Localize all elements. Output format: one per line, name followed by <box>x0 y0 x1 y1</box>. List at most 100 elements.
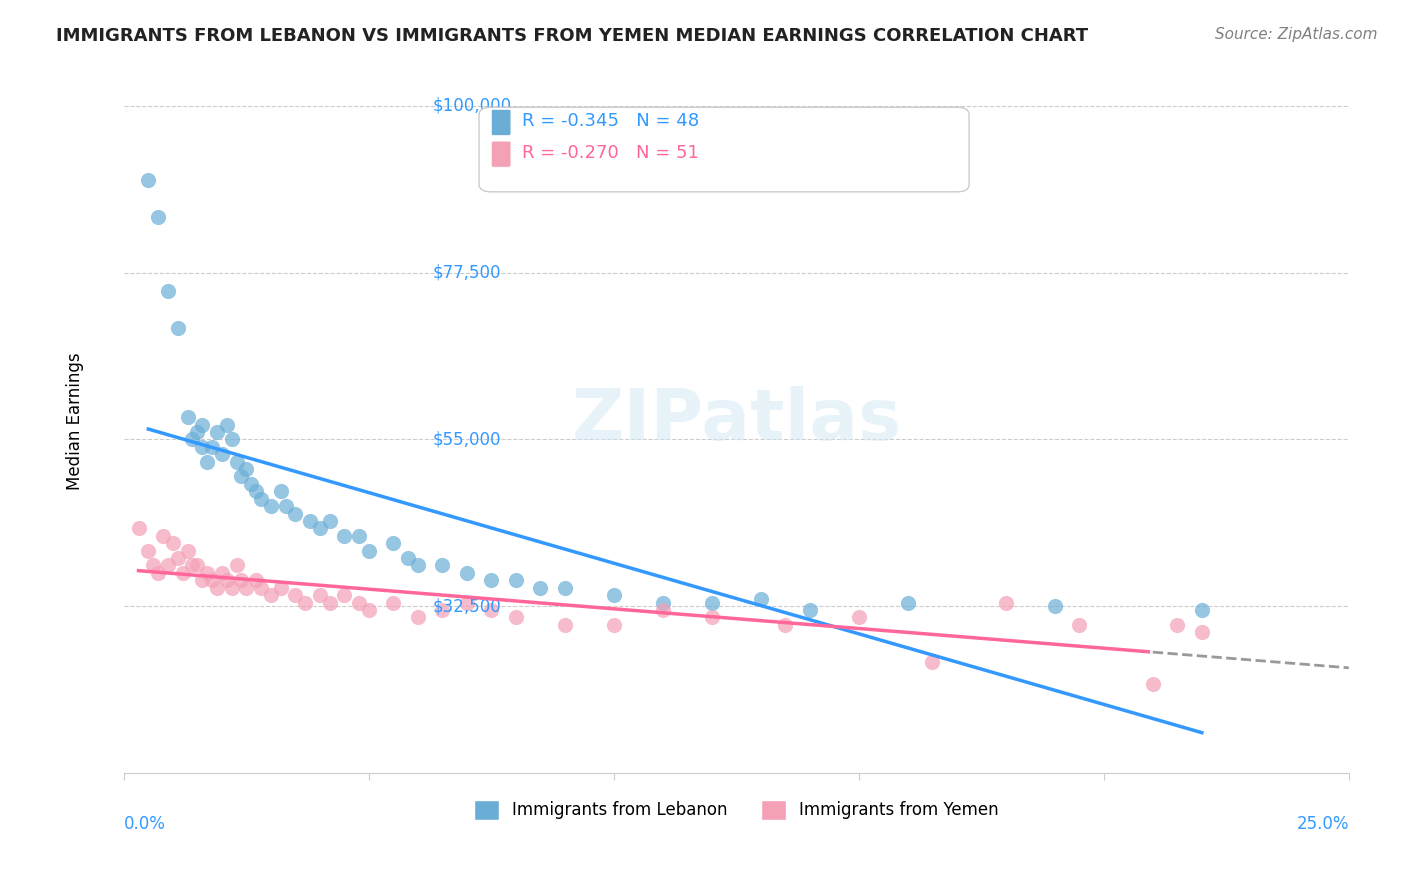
Text: 25.0%: 25.0% <box>1296 815 1348 833</box>
Point <box>651 603 673 617</box>
Point <box>260 499 283 513</box>
Point <box>128 521 150 535</box>
Point <box>215 417 238 432</box>
Point <box>152 529 174 543</box>
Point <box>162 536 184 550</box>
Point <box>225 558 247 573</box>
FancyBboxPatch shape <box>479 107 969 192</box>
Text: $32,500: $32,500 <box>433 598 502 615</box>
Point <box>603 617 626 632</box>
Point <box>406 558 429 573</box>
Point <box>1191 603 1213 617</box>
Point <box>181 558 204 573</box>
Point <box>347 529 370 543</box>
Point <box>191 574 214 588</box>
Point <box>250 581 273 595</box>
Point <box>432 603 454 617</box>
Point <box>146 566 169 580</box>
Point <box>700 596 723 610</box>
Point <box>1043 599 1066 614</box>
Point <box>221 581 243 595</box>
FancyBboxPatch shape <box>491 110 510 136</box>
Point <box>235 581 257 595</box>
Legend: Immigrants from Lebanon, Immigrants from Yemen: Immigrants from Lebanon, Immigrants from… <box>465 791 1007 829</box>
Point <box>136 173 159 187</box>
Point <box>554 617 576 632</box>
Point <box>215 574 238 588</box>
Point <box>921 655 943 669</box>
Point <box>1069 617 1091 632</box>
Point <box>181 433 204 447</box>
Point <box>406 610 429 624</box>
Point <box>505 610 527 624</box>
Point <box>270 581 292 595</box>
Point <box>799 603 821 617</box>
Point <box>333 529 356 543</box>
Point <box>136 543 159 558</box>
Point <box>221 433 243 447</box>
FancyBboxPatch shape <box>491 141 510 167</box>
Point <box>318 596 340 610</box>
Point <box>318 514 340 528</box>
Point <box>205 581 228 595</box>
Point <box>186 425 208 439</box>
Point <box>994 596 1017 610</box>
Text: 0.0%: 0.0% <box>124 815 166 833</box>
Point <box>211 566 233 580</box>
Text: Median Earnings: Median Earnings <box>66 352 84 490</box>
Point <box>231 469 253 483</box>
Point <box>191 417 214 432</box>
Point <box>294 596 316 610</box>
Point <box>308 588 330 602</box>
Point <box>479 603 502 617</box>
Point <box>700 610 723 624</box>
Point <box>333 588 356 602</box>
Point <box>603 588 626 602</box>
Point <box>432 558 454 573</box>
Point <box>347 596 370 610</box>
Text: R = -0.345   N = 48: R = -0.345 N = 48 <box>522 112 699 130</box>
Point <box>225 455 247 469</box>
Text: $100,000: $100,000 <box>433 96 512 114</box>
Point <box>308 521 330 535</box>
Text: $55,000: $55,000 <box>433 431 501 449</box>
Point <box>201 440 224 454</box>
Text: R = -0.270   N = 51: R = -0.270 N = 51 <box>522 145 699 162</box>
Point <box>235 462 257 476</box>
Text: $77,500: $77,500 <box>433 263 501 282</box>
Point <box>186 558 208 573</box>
Point <box>156 284 179 298</box>
Point <box>166 321 188 335</box>
Point <box>505 574 527 588</box>
Point <box>201 574 224 588</box>
Text: Source: ZipAtlas.com: Source: ZipAtlas.com <box>1215 27 1378 42</box>
Point <box>270 484 292 499</box>
Point <box>156 558 179 573</box>
Point <box>166 551 188 566</box>
Point <box>1191 625 1213 640</box>
Point <box>176 410 198 425</box>
Point <box>195 455 218 469</box>
Point <box>250 491 273 506</box>
Point <box>479 574 502 588</box>
Point <box>231 574 253 588</box>
Point <box>897 596 920 610</box>
Point <box>205 425 228 439</box>
Point <box>357 543 380 558</box>
Point <box>554 581 576 595</box>
Point <box>382 596 405 610</box>
Point <box>274 499 297 513</box>
Point <box>245 484 267 499</box>
Point <box>142 558 165 573</box>
Point <box>176 543 198 558</box>
Text: IMMIGRANTS FROM LEBANON VS IMMIGRANTS FROM YEMEN MEDIAN EARNINGS CORRELATION CHA: IMMIGRANTS FROM LEBANON VS IMMIGRANTS FR… <box>56 27 1088 45</box>
Point <box>245 574 267 588</box>
Point <box>848 610 870 624</box>
Point <box>529 581 551 595</box>
Point <box>191 440 214 454</box>
Point <box>382 536 405 550</box>
Point <box>456 566 478 580</box>
Point <box>146 210 169 224</box>
Point <box>284 588 307 602</box>
Point <box>396 551 419 566</box>
